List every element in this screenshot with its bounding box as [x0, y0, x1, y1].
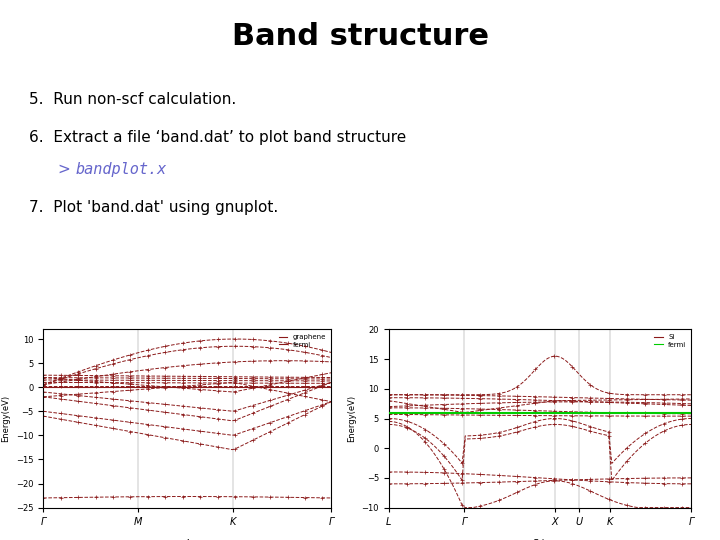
- Text: Band structure: Band structure: [232, 22, 488, 51]
- Text: bandplot.x: bandplot.x: [76, 162, 167, 177]
- Y-axis label: Energy(eV): Energy(eV): [1, 395, 10, 442]
- Text: <graphene>: <graphene>: [153, 539, 221, 540]
- Text: 7.  Plot 'band.dat' using gnuplot.: 7. Plot 'band.dat' using gnuplot.: [29, 200, 278, 215]
- Text: <Si>: <Si>: [526, 539, 554, 540]
- Legend: graphene, fermi: graphene, fermi: [278, 333, 328, 349]
- Y-axis label: Energy(eV): Energy(eV): [347, 395, 356, 442]
- Legend: Si, fermi: Si, fermi: [653, 333, 688, 349]
- Text: 6.  Extract a file ‘band.dat’ to plot band structure: 6. Extract a file ‘band.dat’ to plot ban…: [29, 130, 406, 145]
- Text: 5.  Run non-scf calculation.: 5. Run non-scf calculation.: [29, 92, 236, 107]
- Text: >: >: [58, 162, 75, 177]
